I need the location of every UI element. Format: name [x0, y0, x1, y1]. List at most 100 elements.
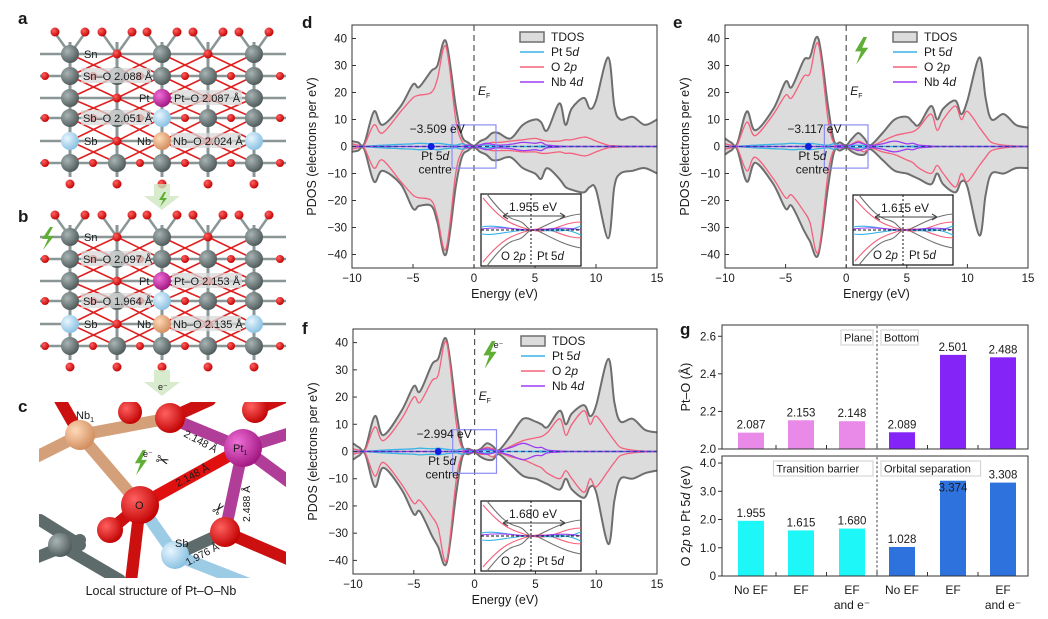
- inset-curve: [858, 194, 954, 231]
- x-tick-label: 15: [651, 273, 664, 285]
- panel-label: e: [673, 13, 682, 32]
- nb4d-down-line: [353, 450, 657, 461]
- bar-value-label: 2.089: [888, 419, 917, 431]
- antimony-atom: [245, 132, 263, 150]
- label-sb-text: Sb: [175, 538, 188, 550]
- group-label-box: [880, 329, 919, 346]
- tin-atom: [61, 109, 79, 127]
- x-tick-label: −10: [342, 273, 362, 285]
- bond-stick: [39, 514, 86, 551]
- oxygen-atom: [127, 210, 137, 220]
- oxygen-atom: [249, 362, 259, 372]
- bond-length-label: Sn–O 2.088 Å: [83, 70, 153, 83]
- x-tick-label: 5: [904, 273, 910, 285]
- tin-atom: [199, 109, 217, 127]
- category-label: EF: [995, 583, 1010, 597]
- legend-entry: O 2p: [924, 60, 950, 74]
- label-sn: Sn: [84, 232, 97, 244]
- y-tick-label: 40: [707, 34, 720, 46]
- centre-label-italic: d: [443, 149, 450, 163]
- tdos-down-line: [351, 146, 658, 257]
- tin-atom: [245, 228, 263, 246]
- oxygen-atom: [181, 159, 189, 167]
- oxygen-atom: [50, 210, 60, 220]
- x-tick-label: −5: [406, 273, 419, 285]
- oxygen-atom: [276, 114, 284, 122]
- legend-entry-text: TDOS: [924, 30, 957, 44]
- tin-atom: [153, 250, 171, 268]
- fermi-level-label: EF: [478, 84, 490, 100]
- label-sb: Sb: [175, 538, 188, 550]
- group-label-box: [880, 460, 982, 477]
- oxygen-atom: [264, 210, 274, 220]
- niobium-atom: [153, 315, 171, 333]
- x-tick-label: 0: [843, 273, 849, 285]
- category-label: EF: [844, 583, 859, 597]
- inset-left-label-italic: p: [891, 250, 899, 262]
- category-label-line2: and e⁻: [985, 598, 1021, 612]
- tin-atom: [61, 337, 79, 355]
- centre-label-italic: d: [450, 454, 457, 468]
- legend-entry-text: Nb 4: [552, 379, 578, 393]
- top-bar: [940, 354, 966, 449]
- bond-length-label: Nb–O 2.024 Å: [173, 135, 243, 148]
- oxygen-atom: [89, 159, 97, 167]
- bar-value-label: 2.488: [989, 344, 1018, 356]
- oxygen-atom: [41, 114, 49, 122]
- tin-atom: [245, 67, 263, 85]
- y-axis-label: PDOS (electrons per eV): [678, 77, 692, 215]
- oxygen-atom: [218, 210, 228, 220]
- inset-right-label: Pt 5d: [537, 556, 564, 568]
- label-nb: Nb: [137, 136, 151, 148]
- oxygen-atom: [227, 114, 235, 122]
- legend-entry: Nb 4d: [552, 379, 584, 393]
- y-label-part: d: [679, 492, 693, 500]
- legend-entry-text: O 2: [924, 60, 944, 74]
- bond-length-label: Pt–O 2.153 Å: [174, 275, 241, 288]
- niobium-atom: [153, 132, 171, 150]
- zoom-region-box: [823, 124, 869, 169]
- inset-gap-label: 1.680 eV: [509, 507, 557, 521]
- legend-entry-text: Nb 4: [551, 75, 577, 89]
- bond-length-box: [81, 293, 151, 308]
- legend-entry: O 2p: [552, 364, 578, 378]
- bar-value-label: 1.680: [838, 516, 867, 528]
- y-tick-label: 2.0: [700, 444, 716, 456]
- y-tick-label: 40: [334, 34, 347, 46]
- inset-curve: [486, 229, 582, 267]
- d-band-centre-value: −2.994 eV: [417, 427, 472, 441]
- tin-atom: [153, 228, 171, 246]
- tin-atom: [61, 154, 79, 172]
- tin-atom: [199, 67, 217, 85]
- y-tick-label: 2.0: [700, 515, 716, 527]
- y-tick-label: 30: [334, 61, 347, 73]
- y-tick-label: −10: [328, 474, 348, 486]
- label-nb1-sub: 1: [90, 417, 94, 424]
- legend-entry-text: TDOS: [551, 30, 584, 44]
- bar-value-label: 2.153: [787, 407, 816, 419]
- d-band-centre-label-line2: centre: [419, 163, 453, 177]
- y-tick-label: −40: [700, 250, 720, 262]
- bond-length-box: [81, 251, 151, 266]
- bond-length-box: [81, 110, 151, 125]
- oxygen-atom: [112, 232, 122, 242]
- oxygen-atom: [203, 232, 213, 242]
- legend-entry-italic: p: [942, 60, 950, 74]
- fermi-level-label: EF: [479, 389, 491, 405]
- x-tick-label: 0: [471, 579, 477, 591]
- oxygen-atom: [121, 486, 159, 524]
- tin-atom: [61, 67, 79, 85]
- y-tick-label: 0: [341, 142, 347, 154]
- electron-label: e⁻: [143, 449, 153, 459]
- y-label-part: p: [679, 539, 693, 547]
- panel-label-c: c: [18, 397, 27, 416]
- oxygen-atom: [227, 255, 235, 263]
- y-tick-label: 0: [710, 571, 716, 583]
- tin-atom: [245, 45, 263, 63]
- tin-atom: [245, 109, 263, 127]
- oxygen-atom: [142, 27, 152, 37]
- y-axis-label: PDOS (electrons per eV): [305, 77, 319, 215]
- inset-left-label-text: O 2: [501, 251, 520, 263]
- oxygen-atom: [41, 255, 49, 263]
